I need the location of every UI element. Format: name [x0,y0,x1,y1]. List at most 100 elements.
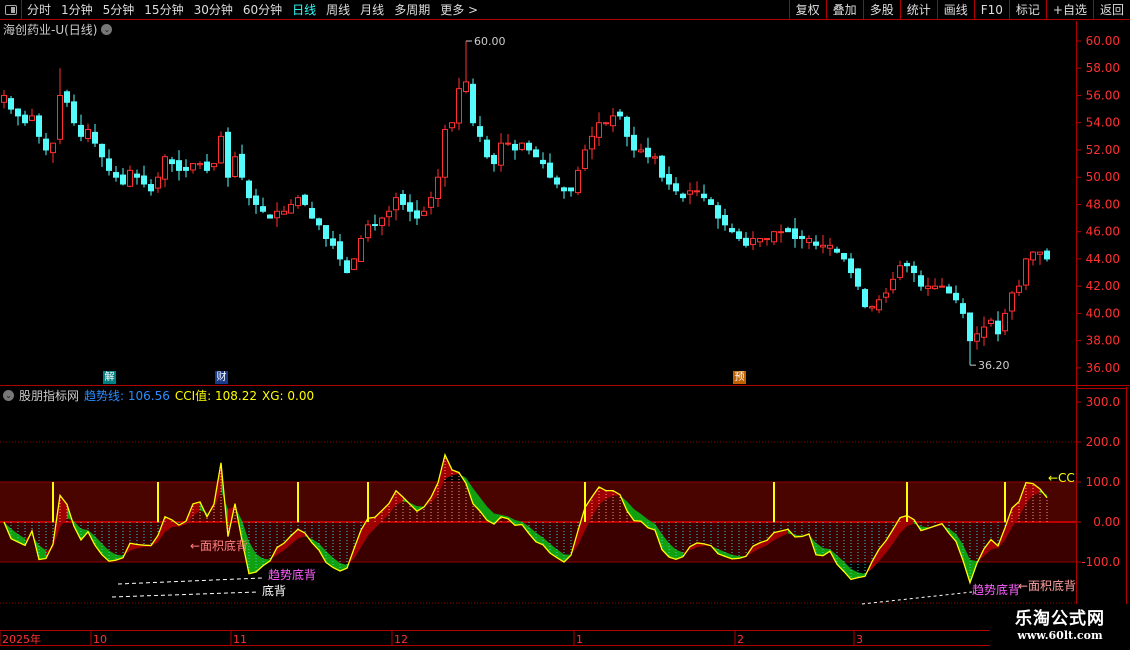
candle-body [176,160,182,171]
candlestick [477,116,483,142]
candle-body [540,159,546,165]
candlestick [400,189,406,210]
candle-body [624,116,630,137]
candle-body [736,231,742,239]
candlestick [162,154,168,188]
candle-body [253,195,259,205]
candlestick [190,163,196,174]
candlestick [855,267,861,291]
period-tab[interactable]: 5分钟 [102,3,135,17]
candlestick [897,260,903,281]
trend-fill [690,542,697,551]
event-tag[interactable]: 财 [215,371,228,384]
trend-fill [354,530,361,559]
candlestick [176,150,182,181]
trend-fill [319,543,326,563]
candlestick [85,123,91,143]
indicator-axis-label: 300.0 [1086,395,1120,409]
candlestick [617,109,623,120]
price-axis-label: 46.00 [1086,225,1120,239]
candlestick [876,295,882,314]
candle-body [505,142,511,145]
period-tab[interactable]: 月线 [360,3,385,17]
candle-body [596,122,602,138]
period-tab[interactable]: 分时 [27,3,52,17]
candlestick [155,172,161,193]
candle-body [771,231,777,243]
candle-body [379,217,385,227]
trend-fill [718,548,725,557]
candlestick [71,94,77,126]
trend-fill [879,540,886,562]
candle-body [344,260,350,274]
candlestick [134,169,140,185]
candle-body [638,149,644,153]
toolbar-button[interactable]: 标记 [1008,0,1046,20]
candle-body [666,174,672,185]
toolbar-button[interactable]: +自选 [1045,0,1093,20]
watermark-url: www.60lt.com [1017,629,1103,642]
layout-icon [4,4,17,15]
period-tab[interactable]: 日线 [292,3,317,17]
candle-body [316,218,322,226]
period-tab[interactable]: 30分钟 [193,3,233,17]
candle-body [491,154,497,165]
trend-fill [991,539,998,550]
trend-fill [837,555,844,572]
period-tab[interactable]: 多周期 [394,3,431,17]
toolbar-button[interactable]: 多股 [862,0,900,20]
candle-body [1037,251,1043,255]
trend-fill [774,531,781,541]
candle-body [617,111,623,117]
period-tab[interactable]: 周线 [326,3,351,17]
event-tag[interactable]: 解 [103,371,116,384]
indicator-name[interactable]: 股朋指标网 [19,389,80,403]
candle-body [715,205,721,219]
candlestick [1,90,7,109]
period-tab[interactable]: 更多 > [440,3,479,17]
event-tag[interactable]: 预 [733,371,746,384]
period-tab[interactable]: 1分钟 [61,3,93,17]
candle-body [99,143,105,158]
chevron-down-icon[interactable]: ⌄ [101,24,113,35]
toolbar-button[interactable]: F10 [973,0,1009,20]
toolbar-button[interactable]: 画线 [936,0,974,20]
period-tab[interactable]: 60分钟 [242,3,283,17]
candlestick [463,41,469,94]
trend-fill [641,514,648,528]
candle-body [722,214,728,226]
trend-fill [627,501,634,521]
candle-body [113,172,119,178]
toolbar-button[interactable]: 叠加 [825,0,863,20]
trend-fill [606,490,613,500]
candlestick [274,202,280,227]
trend-divergence-label: 趋势底背 [268,567,316,582]
toolbar-button[interactable]: 复权 [788,0,826,20]
price-axis-label: 38.00 [1086,334,1120,348]
candle-body [50,142,56,154]
candlestick [526,140,532,155]
trend-fill [396,490,403,505]
trend-fill [578,507,585,546]
chevron-down-icon[interactable]: ⌄ [3,390,14,401]
candle-body [974,333,980,342]
trend-fill [844,561,851,580]
stock-title[interactable]: 海创药业-U(日线) ⌄ [3,21,113,38]
candlestick [246,179,252,206]
candlestick [953,285,959,304]
layout-toggle-button[interactable] [0,0,22,20]
period-tab[interactable]: 15分钟 [144,3,184,17]
trend-fill [886,529,893,553]
candle-body [204,161,210,171]
trend-fill [298,529,305,539]
candlestick [589,126,595,160]
trend-fill [480,497,487,521]
candlestick [596,112,602,147]
candle-body [967,312,973,342]
toolbar-button[interactable]: 统计 [899,0,937,20]
candlestick [337,233,343,266]
toolbar-button[interactable]: 返回 [1092,0,1130,20]
candlestick [211,163,217,171]
trend-fill [956,533,963,561]
